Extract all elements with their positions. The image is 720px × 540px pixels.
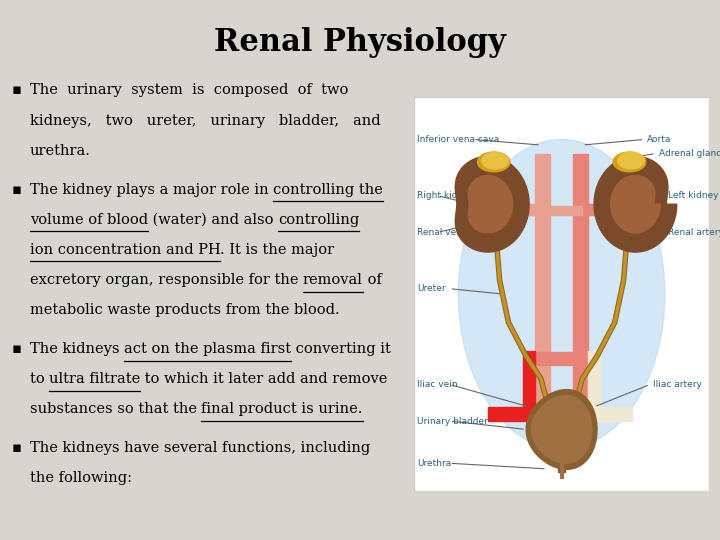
Text: ▪: ▪: [12, 342, 21, 356]
Polygon shape: [477, 152, 510, 172]
Polygon shape: [526, 389, 597, 469]
Text: controlling: controlling: [278, 213, 359, 227]
Polygon shape: [482, 152, 508, 169]
Text: act on the plasma first: act on the plasma first: [124, 342, 291, 356]
Bar: [482, 204, 535, 215]
Text: Right kidney: Right kidney: [417, 191, 474, 200]
Text: Renal Physiology: Renal Physiology: [214, 27, 506, 58]
Polygon shape: [531, 396, 592, 463]
Text: Renal vein: Renal vein: [417, 228, 464, 237]
Polygon shape: [613, 152, 646, 172]
Text: Iliac artery: Iliac artery: [653, 380, 702, 389]
Text: The  urinary  system  is  composed  of  two: The urinary system is composed of two: [30, 84, 348, 98]
Bar: [523, 350, 535, 407]
Text: Urinary bladder: Urinary bladder: [417, 416, 488, 426]
Bar: [573, 153, 588, 421]
Text: excretory organ, responsible for the: excretory organ, responsible for the: [30, 273, 302, 287]
Text: Iliac vein: Iliac vein: [417, 380, 458, 389]
Bar: [550, 206, 582, 215]
Polygon shape: [611, 176, 660, 233]
Text: (water) and also: (water) and also: [148, 213, 278, 227]
Bar: [535, 352, 588, 365]
FancyBboxPatch shape: [414, 97, 709, 491]
Text: The kidney plays a major role in: The kidney plays a major role in: [30, 183, 273, 197]
Text: ▪: ▪: [12, 183, 21, 197]
Text: Aorta: Aorta: [647, 135, 672, 144]
Text: substances so that the: substances so that the: [30, 402, 201, 416]
Text: converting it: converting it: [291, 342, 391, 356]
Ellipse shape: [458, 139, 665, 449]
Bar: [588, 350, 600, 407]
Text: kidneys,   two   ureter,   urinary   bladder,   and: kidneys, two ureter, urinary bladder, an…: [30, 113, 380, 127]
Bar: [588, 204, 642, 215]
Polygon shape: [455, 157, 529, 252]
Text: final product is urine.: final product is urine.: [201, 402, 363, 416]
Text: volume of blood: volume of blood: [30, 213, 148, 227]
Polygon shape: [594, 157, 677, 252]
Bar: [535, 153, 550, 421]
Text: ▪: ▪: [12, 84, 21, 98]
Polygon shape: [468, 176, 513, 233]
Text: Renal artery: Renal artery: [668, 228, 720, 237]
Text: to: to: [30, 372, 49, 386]
Text: ultra filtrate: ultra filtrate: [49, 372, 140, 386]
Text: The kidneys have several functions, including: The kidneys have several functions, incl…: [30, 441, 370, 455]
Text: The kidneys: The kidneys: [30, 342, 124, 356]
Bar: [488, 407, 535, 421]
Text: Adrenal gland: Adrenal gland: [659, 149, 720, 158]
Text: ▪: ▪: [12, 441, 21, 455]
Text: the following:: the following:: [30, 471, 132, 485]
Bar: [588, 407, 632, 421]
Text: . It is the major: . It is the major: [220, 243, 335, 257]
Text: controlling the: controlling the: [273, 183, 383, 197]
Bar: [473, 206, 535, 215]
Text: Inferior vena cava: Inferior vena cava: [417, 135, 499, 144]
Text: ion concentration and PH: ion concentration and PH: [30, 243, 220, 257]
Text: of: of: [363, 273, 382, 287]
Text: Ureter: Ureter: [417, 284, 446, 293]
Polygon shape: [618, 152, 644, 169]
Text: removal: removal: [302, 273, 363, 287]
Text: urethra.: urethra.: [30, 144, 91, 158]
Text: Left kidney: Left kidney: [668, 191, 719, 200]
Text: metabolic waste products from the blood.: metabolic waste products from the blood.: [30, 303, 339, 317]
Text: Urethra: Urethra: [417, 459, 451, 468]
Text: to which it later add and remove: to which it later add and remove: [140, 372, 387, 386]
